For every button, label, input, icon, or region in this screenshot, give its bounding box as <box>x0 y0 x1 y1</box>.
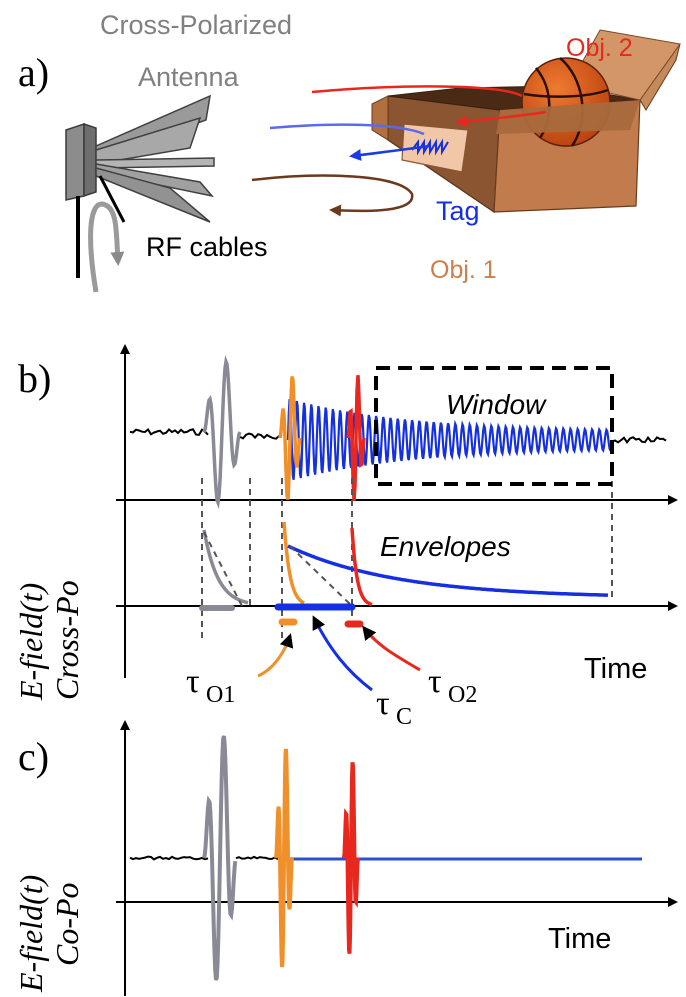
obj2-label: Obj. 2 <box>566 34 633 62</box>
co-noise-mid <box>235 855 279 861</box>
tau-o2-label: τ O2 <box>428 663 477 708</box>
noise-trace-mid <box>239 432 283 440</box>
panel-b-ylabel-line2: Cross-Po <box>49 580 85 700</box>
co-noise-left <box>129 855 209 861</box>
co-red-pulse <box>342 762 360 954</box>
noise-trace-right <box>611 435 667 445</box>
envelope-orange <box>282 521 305 605</box>
window-label: Window <box>446 389 547 420</box>
panel-c-ylabel-line1: E-field(t) <box>13 875 49 993</box>
obj1-label: Obj. 1 <box>430 256 497 284</box>
tau-c-symbol: τ <box>376 685 390 722</box>
envelope-gray <box>202 529 249 605</box>
tag-return-arrow <box>349 144 431 161</box>
tag-incident-path <box>269 123 425 136</box>
co-gray-pulse <box>202 735 238 981</box>
tau-o1-symbol: τ <box>186 663 200 700</box>
tau-o2-sub: O2 <box>448 682 477 708</box>
box-front-lip <box>496 100 640 134</box>
panel-b-xlabel: Time <box>584 653 647 685</box>
antenna-label-line1: Cross-Polarized <box>100 10 292 40</box>
panel-b-ylabel-line1: E-field(t) <box>13 583 49 701</box>
envelope-red <box>350 527 373 607</box>
panel-b-traces <box>129 355 667 640</box>
obj2-return-arrow <box>455 110 547 128</box>
panel-c-label: c) <box>18 734 49 779</box>
rf-cable-arrow <box>88 201 125 293</box>
tau-o2-pointer <box>362 625 421 672</box>
obj1-arrow <box>251 174 414 217</box>
obj-gray-pulse-b <box>202 355 242 509</box>
panel-c-xlabel: Time <box>548 923 611 955</box>
envelope-blue <box>287 544 609 597</box>
tau-o1-sub: O1 <box>206 682 235 708</box>
envelopes-label: Envelopes <box>380 531 511 562</box>
tag-label: Tag <box>436 196 480 226</box>
tau-o1-pointer <box>257 633 294 678</box>
rf-cables-label: RF cables <box>146 232 268 262</box>
obj1-orange-pulse-b <box>278 376 302 500</box>
window-box <box>374 366 614 486</box>
tau-c-label: τ C <box>376 685 412 730</box>
panel-a-label: a) <box>18 50 49 95</box>
tag-decay-waveform <box>286 398 614 480</box>
obj2-incident-path <box>311 85 523 98</box>
tau-o1-label: τ O1 <box>186 663 235 708</box>
antenna-label-line2: Antenna <box>138 62 240 92</box>
panel-c-ylabel-line2: Co-Po <box>49 882 85 966</box>
noise-trace-left <box>129 427 209 436</box>
co-orange-pulse <box>274 748 294 968</box>
panel-c-traces <box>129 735 642 981</box>
antenna-icon <box>65 94 215 278</box>
tau-c-pointer <box>312 615 373 692</box>
envelope-blue-tangent <box>289 545 353 607</box>
envelope-gray-tangent <box>203 531 243 607</box>
obj2-red-pulse-b <box>346 375 366 501</box>
tau-o2-symbol: τ <box>428 663 442 700</box>
panel-b-label: b) <box>18 356 51 401</box>
tau-c-sub: C <box>396 704 412 730</box>
